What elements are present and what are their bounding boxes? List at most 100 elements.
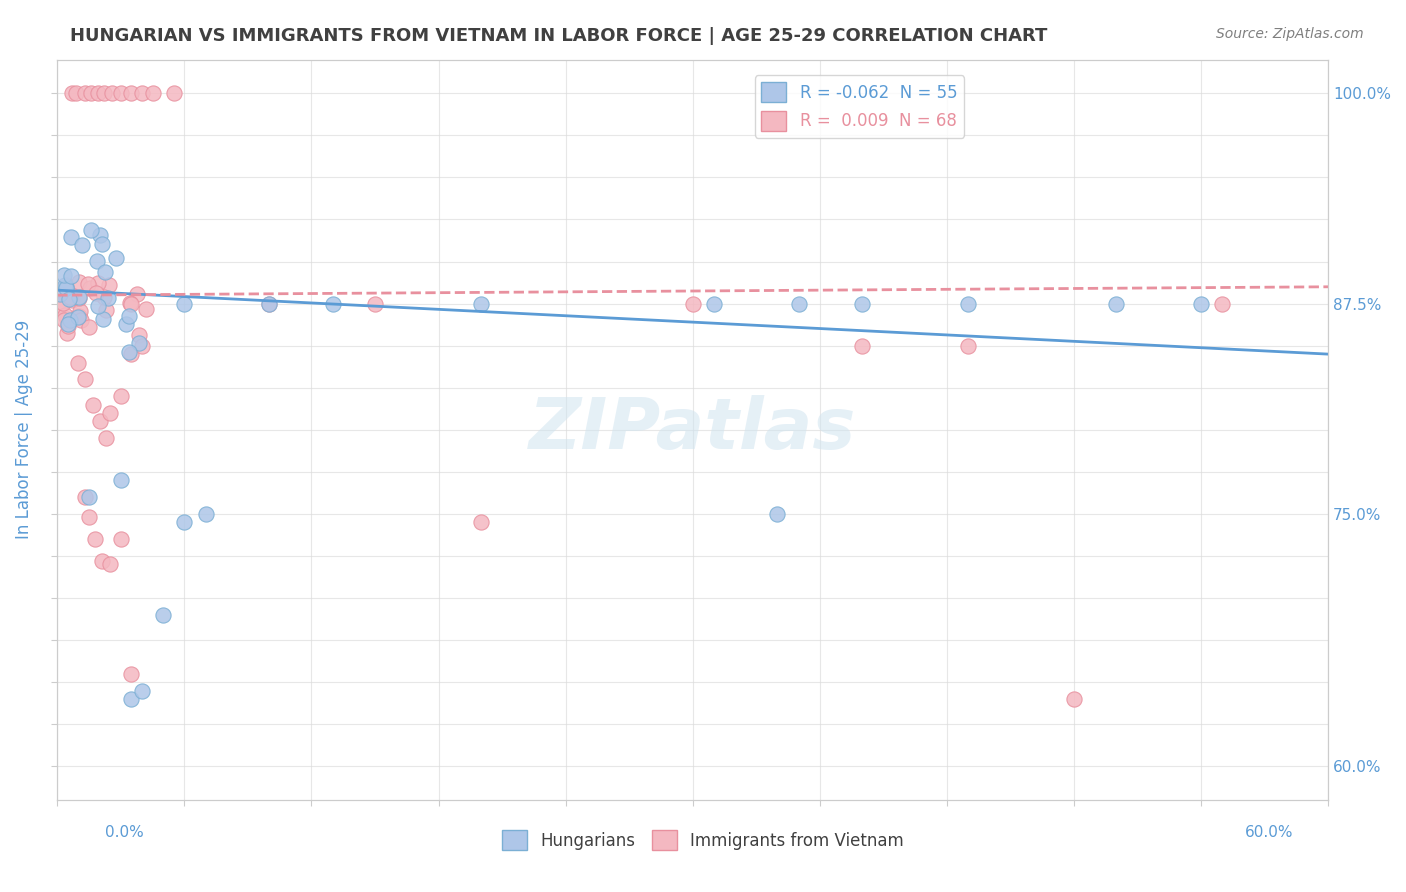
Point xyxy=(115,317,138,331)
Point xyxy=(93,87,115,101)
Point xyxy=(52,312,75,326)
Point xyxy=(118,295,141,310)
Point xyxy=(55,281,77,295)
Point xyxy=(66,310,89,324)
Point xyxy=(69,303,91,318)
Point xyxy=(90,554,112,568)
Point xyxy=(131,339,153,353)
Point xyxy=(48,298,70,312)
Point xyxy=(80,223,103,237)
Point xyxy=(117,344,139,359)
Text: HUNGARIAN VS IMMIGRANTS FROM VIETNAM IN LABOR FORCE | AGE 25-29 CORRELATION CHAR: HUNGARIAN VS IMMIGRANTS FROM VIETNAM IN … xyxy=(70,27,1047,45)
Point xyxy=(53,308,76,322)
Point xyxy=(76,277,98,292)
Point xyxy=(1105,296,1128,310)
Point xyxy=(69,313,91,327)
Point xyxy=(67,290,90,304)
Point xyxy=(58,292,80,306)
Point xyxy=(118,310,141,324)
Point xyxy=(110,473,132,487)
Point xyxy=(87,276,110,290)
Point xyxy=(120,666,142,681)
Legend: Hungarians, Immigrants from Vietnam: Hungarians, Immigrants from Vietnam xyxy=(495,823,911,857)
Point xyxy=(98,406,121,420)
Point xyxy=(163,87,186,101)
Point xyxy=(48,287,70,301)
Point xyxy=(89,414,111,428)
Point xyxy=(97,277,120,292)
Point xyxy=(65,87,87,101)
Point xyxy=(73,490,96,504)
Point xyxy=(80,87,103,101)
Point xyxy=(59,230,82,244)
Text: Source: ZipAtlas.com: Source: ZipAtlas.com xyxy=(1216,27,1364,41)
Point xyxy=(120,347,142,361)
Point xyxy=(94,265,117,279)
Point xyxy=(682,296,704,310)
Point xyxy=(67,310,90,325)
Point xyxy=(128,327,150,342)
Point xyxy=(101,87,124,101)
Point xyxy=(79,319,101,334)
Point xyxy=(96,302,118,317)
Point xyxy=(120,87,142,101)
Point xyxy=(86,254,108,268)
Text: ZIPatlas: ZIPatlas xyxy=(529,395,856,465)
Point xyxy=(110,533,132,547)
Point xyxy=(94,431,117,445)
Point xyxy=(194,507,217,521)
Point xyxy=(67,355,90,369)
Point xyxy=(173,516,195,530)
Point xyxy=(110,389,132,403)
Point xyxy=(110,87,132,101)
Point xyxy=(470,296,492,310)
Point xyxy=(131,87,153,101)
Point xyxy=(73,372,96,386)
Point xyxy=(98,558,121,572)
Text: 60.0%: 60.0% xyxy=(1246,825,1294,839)
Point xyxy=(77,510,100,524)
Point xyxy=(89,228,111,243)
Point xyxy=(70,238,93,252)
Point xyxy=(1063,692,1085,706)
Point xyxy=(59,312,82,326)
Point xyxy=(1211,810,1233,824)
Point xyxy=(59,290,82,304)
Point xyxy=(84,285,107,300)
Point xyxy=(91,312,114,326)
Point xyxy=(67,291,90,305)
Point xyxy=(135,301,157,316)
Point xyxy=(79,281,101,295)
Point xyxy=(120,692,142,706)
Point xyxy=(257,296,280,310)
Point xyxy=(152,607,174,622)
Point xyxy=(52,296,75,310)
Point xyxy=(851,296,873,310)
Point xyxy=(787,296,810,310)
Point xyxy=(58,319,80,334)
Text: 0.0%: 0.0% xyxy=(105,825,145,839)
Point xyxy=(128,336,150,351)
Point xyxy=(703,296,725,310)
Point xyxy=(60,87,83,101)
Point xyxy=(73,87,96,101)
Point xyxy=(957,296,980,310)
Point xyxy=(125,286,148,301)
Point xyxy=(470,516,492,530)
Point xyxy=(322,296,344,310)
Point xyxy=(77,490,100,504)
Point xyxy=(56,317,79,331)
Point xyxy=(67,275,90,289)
Point xyxy=(364,296,387,310)
Point xyxy=(84,533,107,547)
Point xyxy=(1189,296,1212,310)
Point xyxy=(120,296,142,310)
Point xyxy=(86,299,108,313)
Point xyxy=(53,278,76,293)
Point xyxy=(1211,296,1233,310)
Point xyxy=(105,252,128,266)
Point xyxy=(91,237,114,252)
Point xyxy=(55,280,77,294)
Point xyxy=(67,309,90,323)
Point xyxy=(257,296,280,310)
